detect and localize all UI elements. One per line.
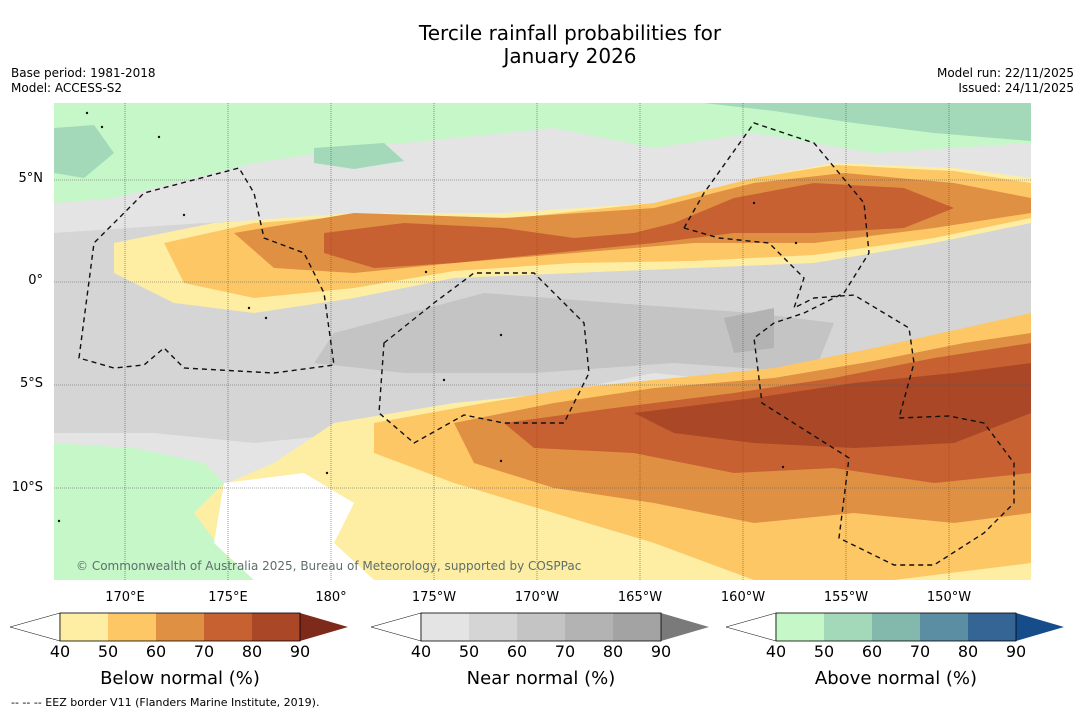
model-name: Model: ACCESS-S2 — [11, 81, 123, 95]
above-normal-swatch-40 — [776, 613, 824, 641]
title-line-1: Tercile rainfall probabilities for — [418, 21, 722, 45]
above-normal-swatch-under — [726, 612, 777, 642]
lon-label-170e: 170°E — [105, 590, 145, 605]
near-tick: 60 — [506, 642, 528, 661]
above-normal-swatch-80 — [968, 613, 1016, 641]
above-normal-colorbar — [726, 612, 1064, 642]
near-normal-core — [314, 293, 834, 373]
lat-label-10s: 10°S — [11, 480, 43, 495]
map-title: Tercile rainfall probabilities for Janua… — [0, 22, 1085, 68]
above-tick: 50 — [813, 642, 835, 661]
lon-label-170w: 170°W — [514, 590, 560, 605]
below-tick: 90 — [289, 642, 311, 661]
above-normal-region-nw — [54, 125, 114, 178]
below-normal-swatch-80 — [252, 613, 300, 641]
above-normal-swatch-over — [1016, 613, 1064, 641]
near-normal-swatch-50 — [469, 613, 517, 641]
lon-label-155w: 155°W — [823, 590, 869, 605]
below-normal-70 — [324, 183, 954, 268]
below-normal-swatch-60 — [156, 613, 204, 641]
near-normal-swatch-70 — [565, 613, 613, 641]
above-normal-patch — [314, 143, 404, 169]
model-info: Base period: 1981-2018 Model: ACCESS-S2 — [11, 66, 156, 96]
below-tick: 60 — [145, 642, 167, 661]
near-tick: 80 — [602, 642, 624, 661]
above-tick: 60 — [861, 642, 883, 661]
model-run: Model run: 22/11/2025 — [936, 66, 1074, 80]
near-tick: 50 — [458, 642, 480, 661]
below-normal-title: Below normal (%) — [100, 668, 260, 689]
above-tick: 70 — [909, 642, 931, 661]
near-tick: 70 — [554, 642, 576, 661]
above-tick: 40 — [765, 642, 787, 661]
lat-label-5s: 5°S — [19, 376, 43, 391]
above-normal-swatch-60 — [872, 613, 920, 641]
lon-label-150w: 150°W — [926, 590, 972, 605]
lon-label-175e: 175°E — [208, 590, 248, 605]
lon-label-165w: 165°W — [617, 590, 663, 605]
graticule — [54, 103, 1031, 580]
eez-border-note: -- -- -- EEZ border V11 (Flanders Marine… — [11, 696, 320, 709]
below-normal-swatch-40 — [60, 613, 108, 641]
lon-label-160w: 160°W — [720, 590, 766, 605]
below-normal-colorbar — [10, 612, 348, 642]
no-signal-region — [214, 473, 374, 580]
lat-label-5n: 5°N — [18, 171, 44, 186]
above-normal-swatch-50 — [824, 613, 872, 641]
near-tick: 90 — [650, 642, 672, 661]
above-normal-swatch-70 — [920, 613, 968, 641]
above-tick: 80 — [957, 642, 979, 661]
near-normal-dark — [724, 308, 774, 353]
title-line-2: January 2026 — [503, 44, 637, 68]
above-normal-region-north — [54, 103, 1031, 203]
near-normal-swatch-under — [371, 612, 422, 642]
above-tick: 90 — [1005, 642, 1027, 661]
below-tick: 80 — [241, 642, 263, 661]
run-info: Model run: 22/11/2025 Issued: 24/11/2025 — [937, 66, 1074, 96]
eez-borders — [78, 122, 1015, 566]
south-below-80 — [634, 363, 1031, 448]
lat-label-0: 0° — [28, 273, 43, 288]
near-normal-swatch-40 — [421, 613, 469, 641]
above-normal-title: Above normal (%) — [814, 668, 978, 689]
near-normal-swatch-80 — [613, 613, 661, 641]
near-normal-swatch-over — [661, 613, 709, 641]
below-normal-swatch-over — [300, 613, 348, 641]
lon-label-180: 180° — [315, 590, 347, 605]
copyright-notice: © Commonwealth of Australia 2025, Bureau… — [76, 559, 582, 573]
probability-map — [54, 103, 1031, 580]
near-tick: 40 — [410, 642, 432, 661]
base-period: Base period: 1981-2018 — [11, 66, 156, 80]
near-normal-colorbar — [371, 612, 709, 642]
near-normal-swatch-60 — [517, 613, 565, 641]
above-normal-region-sw — [54, 443, 254, 580]
islands — [57, 111, 798, 523]
issued-date: Issued: 24/11/2025 — [958, 81, 1074, 95]
near-normal-title: Near normal (%) — [466, 668, 616, 689]
map-canvas — [54, 103, 1031, 580]
below-normal-swatch-50 — [108, 613, 156, 641]
below-normal-swatch-under — [10, 612, 61, 642]
lon-label-175w: 175°W — [411, 590, 457, 605]
below-tick: 40 — [49, 642, 71, 661]
below-normal-swatch-70 — [204, 613, 252, 641]
below-tick: 50 — [97, 642, 119, 661]
below-tick: 70 — [193, 642, 215, 661]
